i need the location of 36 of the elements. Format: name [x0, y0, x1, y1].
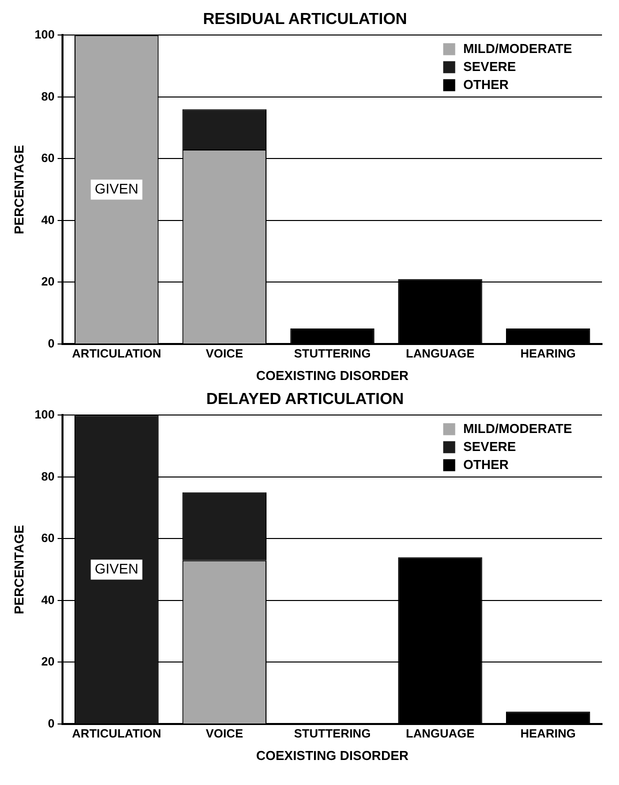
legend-label: OTHER — [463, 76, 510, 92]
x-tick-label: HEARING — [520, 346, 576, 361]
y-tick-label: 20 — [41, 274, 55, 289]
y-tick-label: 20 — [41, 654, 55, 669]
y-tick-label: 100 — [34, 408, 55, 422]
x-tick-label: STUTTERING — [294, 346, 371, 361]
x-axis-title: COEXISTING DISORDER — [256, 368, 410, 383]
chart-title: RESIDUAL ARTICULATION — [202, 11, 408, 28]
chart-title: DELAYED ARTICULATION — [206, 391, 404, 408]
y-tick-label: 80 — [41, 89, 55, 104]
y-tick-label: 60 — [41, 531, 55, 546]
y-tick-label: 60 — [41, 151, 55, 166]
y-axis-title: PERCENTAGE — [11, 524, 26, 614]
y-tick-label: 100 — [34, 28, 55, 42]
x-tick-label: VOICE — [206, 726, 244, 741]
x-tick-label: ARTICULATION — [72, 726, 162, 741]
x-tick-label: HEARING — [520, 726, 576, 741]
y-tick-label: 40 — [41, 592, 55, 607]
x-tick-label: STUTTERING — [294, 726, 371, 741]
x-tick-label: VOICE — [206, 346, 244, 361]
legend-label: OTHER — [463, 456, 510, 472]
legend-label: SEVERE — [463, 58, 516, 74]
annotation: GIVEN — [94, 180, 138, 196]
legend-label: SEVERE — [463, 438, 516, 454]
y-tick-label: 80 — [41, 469, 55, 484]
x-axis-title: COEXISTING DISORDER — [256, 748, 410, 763]
y-tick-label: 40 — [41, 212, 55, 227]
annotation: GIVEN — [94, 560, 138, 576]
x-tick-label: LANGUAGE — [406, 726, 475, 741]
y-axis-title: PERCENTAGE — [11, 144, 26, 234]
x-tick-label: LANGUAGE — [406, 346, 475, 361]
legend-label: MILD/MODERATE — [463, 420, 572, 436]
x-tick-label: ARTICULATION — [72, 346, 162, 361]
legend-label: MILD/MODERATE — [463, 40, 572, 56]
y-tick-label: 0 — [48, 336, 55, 350]
y-tick-label: 0 — [48, 716, 55, 730]
